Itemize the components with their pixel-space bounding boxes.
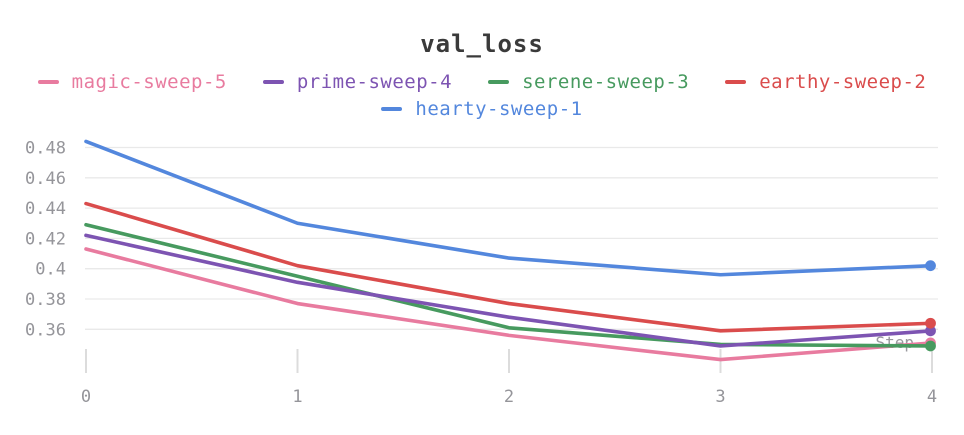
legend-label: serene-sweep-3 <box>522 71 690 93</box>
y-tick-label: 0.36 <box>25 320 66 340</box>
x-tick-label: 3 <box>715 387 725 407</box>
legend-row: hearty-sweep-1 <box>381 96 582 122</box>
legend-swatch-icon <box>262 80 284 84</box>
y-tick-label: 0.4 <box>35 260 66 280</box>
legend-item-hearty-sweep-1[interactable]: hearty-sweep-1 <box>381 98 582 120</box>
legend-label: earthy-sweep-2 <box>759 71 927 93</box>
legend-swatch-icon <box>381 107 403 111</box>
x-tick-label: 4 <box>927 387 937 407</box>
x-tick-label: 0 <box>81 387 91 407</box>
legend-item-earthy-sweep-2[interactable]: earthy-sweep-2 <box>725 71 926 93</box>
legend-item-prime-sweep-4[interactable]: prime-sweep-4 <box>262 71 453 93</box>
y-tick-label: 0.44 <box>25 199 66 219</box>
legend-item-magic-sweep-5[interactable]: magic-sweep-5 <box>37 71 227 93</box>
legend-row: magic-sweep-5 prime-sweep-4 serene-sweep-3… <box>37 69 927 95</box>
y-tick-label: 0.46 <box>25 169 66 189</box>
legend-swatch-icon <box>488 80 510 84</box>
legend: magic-sweep-5 prime-sweep-4 serene-sweep-3… <box>0 69 964 122</box>
series-line-serene-sweep-3[interactable] <box>84 222 934 348</box>
x-tick-label: 2 <box>504 387 514 407</box>
chart-title: val_loss <box>420 30 544 58</box>
series-line-magic-sweep-5[interactable] <box>84 247 934 362</box>
series-line-earthy-sweep-2[interactable] <box>84 201 934 333</box>
series-endpoint-prime-sweep-4[interactable] <box>925 325 936 337</box>
legend-swatch-icon <box>725 80 747 84</box>
y-tick-label: 0.42 <box>25 229 66 249</box>
legend-label: magic-sweep-5 <box>71 71 227 93</box>
legend-label: prime-sweep-4 <box>296 71 453 93</box>
legend-label: hearty-sweep-1 <box>415 98 583 120</box>
series-endpoint-hearty-sweep-1[interactable] <box>925 260 936 272</box>
series-line-prime-sweep-4[interactable] <box>84 233 934 348</box>
y-tick-label: 0.48 <box>25 139 66 159</box>
series-endpoint-earthy-sweep-2[interactable] <box>925 317 936 329</box>
legend-swatch-icon <box>37 80 59 84</box>
legend-item-serene-sweep-3[interactable]: serene-sweep-3 <box>488 71 689 93</box>
series-endpoint-serene-sweep-3[interactable] <box>925 340 936 352</box>
x-tick-label: 1 <box>292 387 302 407</box>
series-line-hearty-sweep-1[interactable] <box>84 139 934 277</box>
y-tick-label: 0.38 <box>25 290 66 310</box>
